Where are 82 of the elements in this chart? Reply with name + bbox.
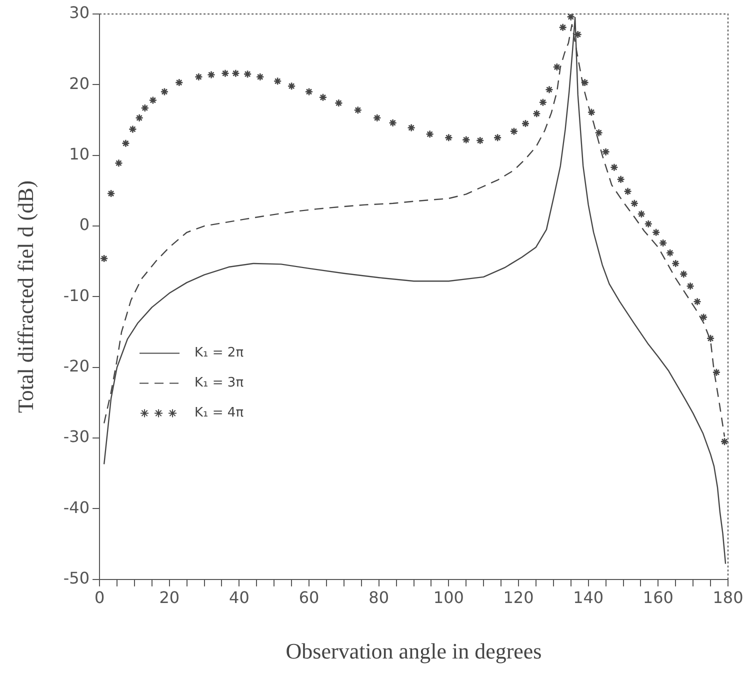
y-tick-label: 10 <box>69 144 90 164</box>
point <box>256 72 264 82</box>
point <box>658 238 668 248</box>
point <box>686 282 694 290</box>
point <box>106 189 116 198</box>
point <box>135 114 144 122</box>
point <box>243 70 252 78</box>
point <box>574 30 582 39</box>
point <box>666 248 674 258</box>
point <box>444 134 453 142</box>
point <box>566 14 576 21</box>
x-tick-label: 60 <box>298 588 320 608</box>
x-tick-label: 20 <box>159 588 180 608</box>
point <box>287 82 296 90</box>
point <box>462 136 470 144</box>
point <box>644 220 653 228</box>
point <box>407 124 416 132</box>
point <box>140 104 150 112</box>
y-tick-label: 0 <box>79 215 90 234</box>
point <box>652 228 660 237</box>
point <box>532 110 541 118</box>
legend-label: K₁ = 3π <box>194 376 244 391</box>
point <box>680 270 688 278</box>
y-tick-label: -10 <box>63 286 90 305</box>
point <box>388 118 397 127</box>
x-tick-label: 80 <box>368 588 390 608</box>
point <box>304 88 314 96</box>
point <box>232 69 240 78</box>
point <box>372 114 382 122</box>
point <box>720 437 728 446</box>
point <box>122 139 130 148</box>
point <box>148 96 158 104</box>
y-tick-label: 30 <box>69 3 90 22</box>
point <box>545 85 554 94</box>
point <box>580 78 589 87</box>
x-tick-label: 40 <box>229 588 250 608</box>
point <box>100 254 108 263</box>
y-tick-label: -40 <box>63 498 90 517</box>
y-tick-label: -50 <box>63 568 90 588</box>
point <box>318 93 328 102</box>
point <box>616 175 625 184</box>
point <box>194 72 203 82</box>
y-tick-label: -30 <box>63 427 90 446</box>
point <box>334 98 343 108</box>
point <box>538 98 548 106</box>
point <box>671 259 680 268</box>
point <box>637 210 646 218</box>
x-tick-label: 180 <box>712 588 744 608</box>
legend-label: K₁ = 2π <box>194 346 244 361</box>
x-tick-label: 140 <box>573 588 604 608</box>
point <box>594 128 603 137</box>
point <box>558 23 568 32</box>
point <box>174 78 184 87</box>
x-tick-label: 0 <box>94 588 105 608</box>
x-tick-label: 120 <box>503 588 534 608</box>
point <box>207 70 216 79</box>
point <box>493 134 502 142</box>
point <box>114 158 123 168</box>
legend-label: K₁ = 4π <box>194 406 244 421</box>
point <box>354 106 362 114</box>
point <box>630 199 639 208</box>
point <box>706 334 715 343</box>
x-tick-label: 160 <box>642 588 674 608</box>
point <box>624 187 632 196</box>
point <box>426 130 434 138</box>
point <box>610 163 618 172</box>
point <box>712 368 721 376</box>
point <box>221 69 230 78</box>
point <box>510 127 518 136</box>
point <box>602 148 610 156</box>
point <box>160 88 169 96</box>
point <box>587 108 596 116</box>
y-tick-label: 20 <box>69 74 90 93</box>
point <box>128 125 137 134</box>
point <box>521 119 530 128</box>
point <box>476 136 484 145</box>
y-axis-title: Total diffracted fiel d (dB) <box>12 180 38 414</box>
x-axis-title: Observation angle in degrees <box>286 638 542 664</box>
point <box>273 76 282 86</box>
y-tick-label: -20 <box>63 356 90 376</box>
point <box>693 297 702 306</box>
x-tick-label: 100 <box>433 588 464 608</box>
